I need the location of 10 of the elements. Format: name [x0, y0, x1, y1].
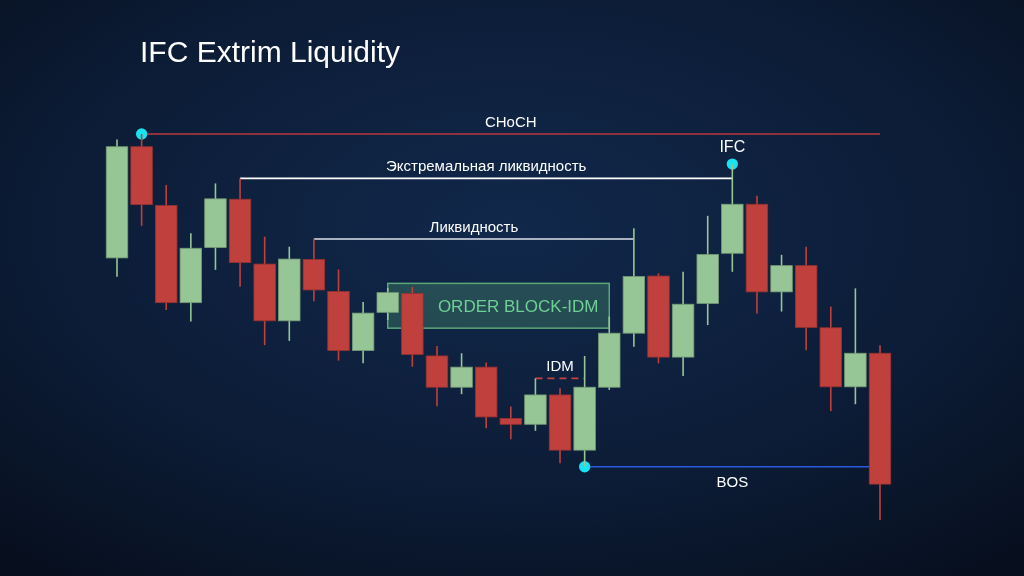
annotation: IFC	[719, 138, 746, 156]
candlestick	[450, 352, 473, 395]
ref-line-label: Экстремальная ликвидность	[386, 157, 587, 175]
ref-line-label: IDM	[546, 357, 574, 375]
chart-title: IFC Extrim Liquidity	[140, 35, 401, 68]
ref-line-label: CHoCH	[484, 113, 537, 130]
candlestick	[499, 405, 522, 441]
ref-line-label: BOS	[716, 472, 749, 490]
band-label: ORDER BLOCK-IDM	[437, 296, 599, 316]
ref-line-label: Ликвидность	[429, 217, 519, 235]
